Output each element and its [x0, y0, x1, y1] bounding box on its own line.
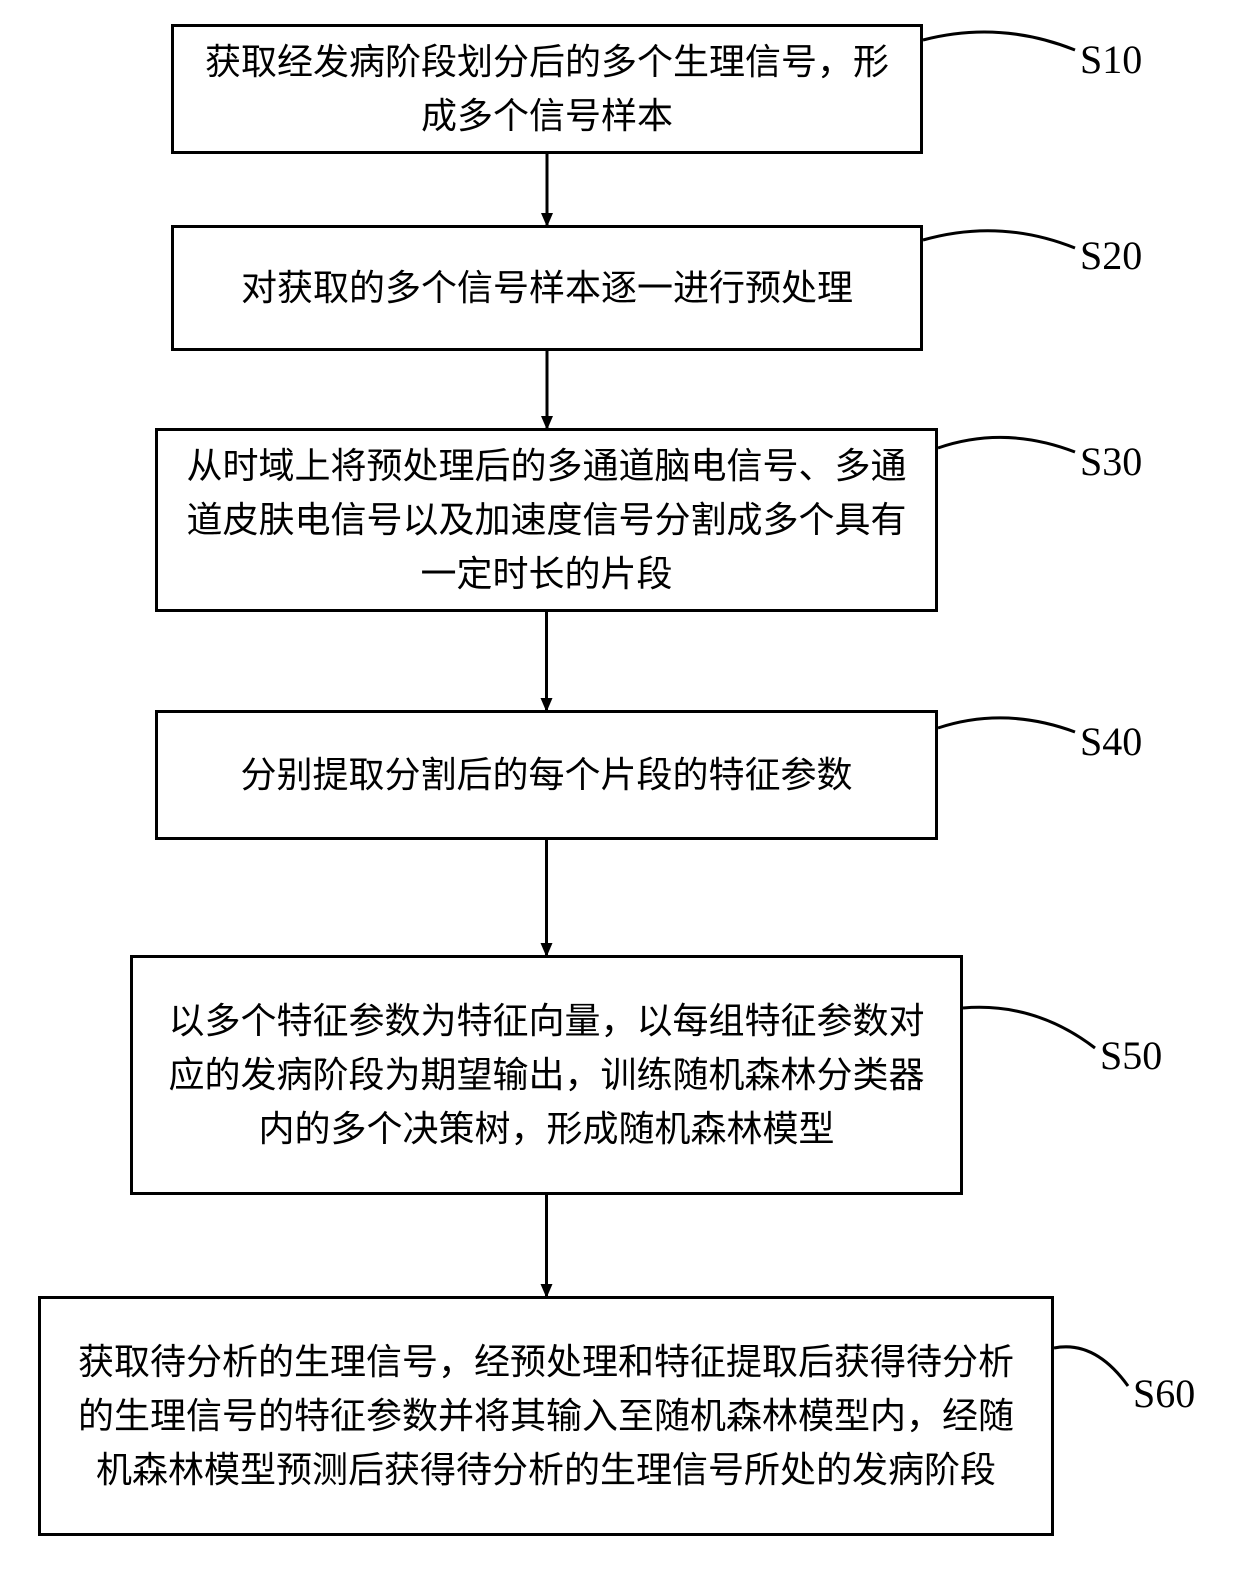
leader-s60 — [1054, 1347, 1128, 1386]
leader-s10 — [923, 32, 1075, 50]
step-label-s40: S40 — [1080, 718, 1142, 765]
flow-node-s10: 获取经发病阶段划分后的多个生理信号，形成多个信号样本 — [171, 24, 923, 154]
flow-node-text: 对获取的多个信号样本逐一进行预处理 — [241, 261, 853, 315]
leader-s40 — [938, 718, 1075, 732]
flow-node-text: 获取待分析的生理信号，经预处理和特征提取后获得待分析的生理信号的特征参数并将其输… — [61, 1335, 1031, 1497]
flow-node-s20: 对获取的多个信号样本逐一进行预处理 — [171, 225, 923, 351]
flow-node-text: 从时域上将预处理后的多通道脑电信号、多通道皮肤电信号以及加速度信号分割成多个具有… — [178, 439, 915, 601]
flow-node-text: 获取经发病阶段划分后的多个生理信号，形成多个信号样本 — [194, 35, 900, 143]
step-label-s50: S50 — [1100, 1032, 1162, 1079]
step-label-s60: S60 — [1133, 1370, 1195, 1417]
step-label-s20: S20 — [1080, 232, 1142, 279]
leader-s30 — [938, 437, 1075, 452]
flow-node-s40: 分别提取分割后的每个片段的特征参数 — [155, 710, 938, 840]
flow-node-s30: 从时域上将预处理后的多通道脑电信号、多通道皮肤电信号以及加速度信号分割成多个具有… — [155, 428, 938, 612]
flow-node-text: 以多个特征参数为特征向量，以每组特征参数对应的发病阶段为期望输出，训练随机森林分… — [153, 994, 940, 1156]
flow-node-text: 分别提取分割后的每个片段的特征参数 — [240, 748, 852, 802]
flowchart-canvas: 获取经发病阶段划分后的多个生理信号，形成多个信号样本对获取的多个信号样本逐一进行… — [0, 0, 1240, 1569]
flow-node-s50: 以多个特征参数为特征向量，以每组特征参数对应的发病阶段为期望输出，训练随机森林分… — [130, 955, 963, 1195]
leader-s50 — [963, 1007, 1095, 1048]
flow-node-s60: 获取待分析的生理信号，经预处理和特征提取后获得待分析的生理信号的特征参数并将其输… — [38, 1296, 1054, 1536]
leader-s20 — [923, 231, 1075, 248]
step-label-s10: S10 — [1080, 36, 1142, 83]
step-label-s30: S30 — [1080, 438, 1142, 485]
